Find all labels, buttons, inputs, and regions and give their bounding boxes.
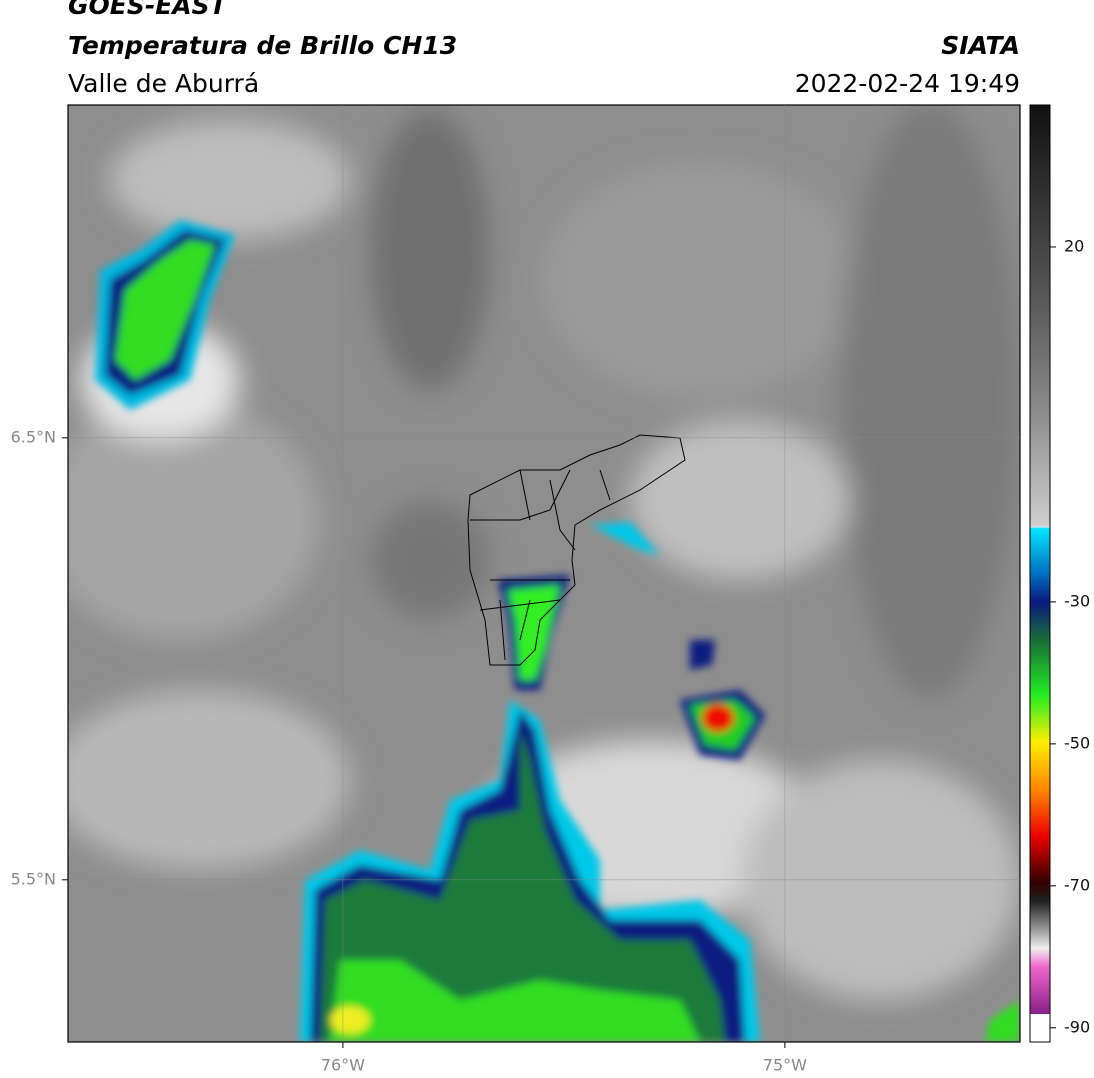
subtitle: Temperatura de Brillo CH13 [68, 31, 457, 60]
colorbar-label: -30 [1064, 591, 1090, 610]
map-frame [67, 104, 1021, 1043]
colorbar-label: -70 [1064, 875, 1090, 894]
colorbar-label: -50 [1064, 733, 1090, 752]
region: Valle de Aburrá [68, 69, 259, 98]
source: SIATA [941, 31, 1020, 60]
colorbar [1029, 104, 1051, 1043]
colorbar-label: -90 [1064, 1017, 1090, 1036]
lon-label: 76°W [321, 1056, 365, 1075]
lat-label: 6.5°N [11, 427, 56, 446]
datetime: 2022-02-24 19:49 [795, 69, 1020, 98]
lon-label: 75°W [763, 1056, 807, 1075]
satellite-image [68, 105, 1020, 1042]
colorbar-label: 20 [1064, 236, 1084, 255]
lat-label: 5.5°N [11, 869, 56, 888]
title: GOES-EAST [68, 0, 229, 20]
